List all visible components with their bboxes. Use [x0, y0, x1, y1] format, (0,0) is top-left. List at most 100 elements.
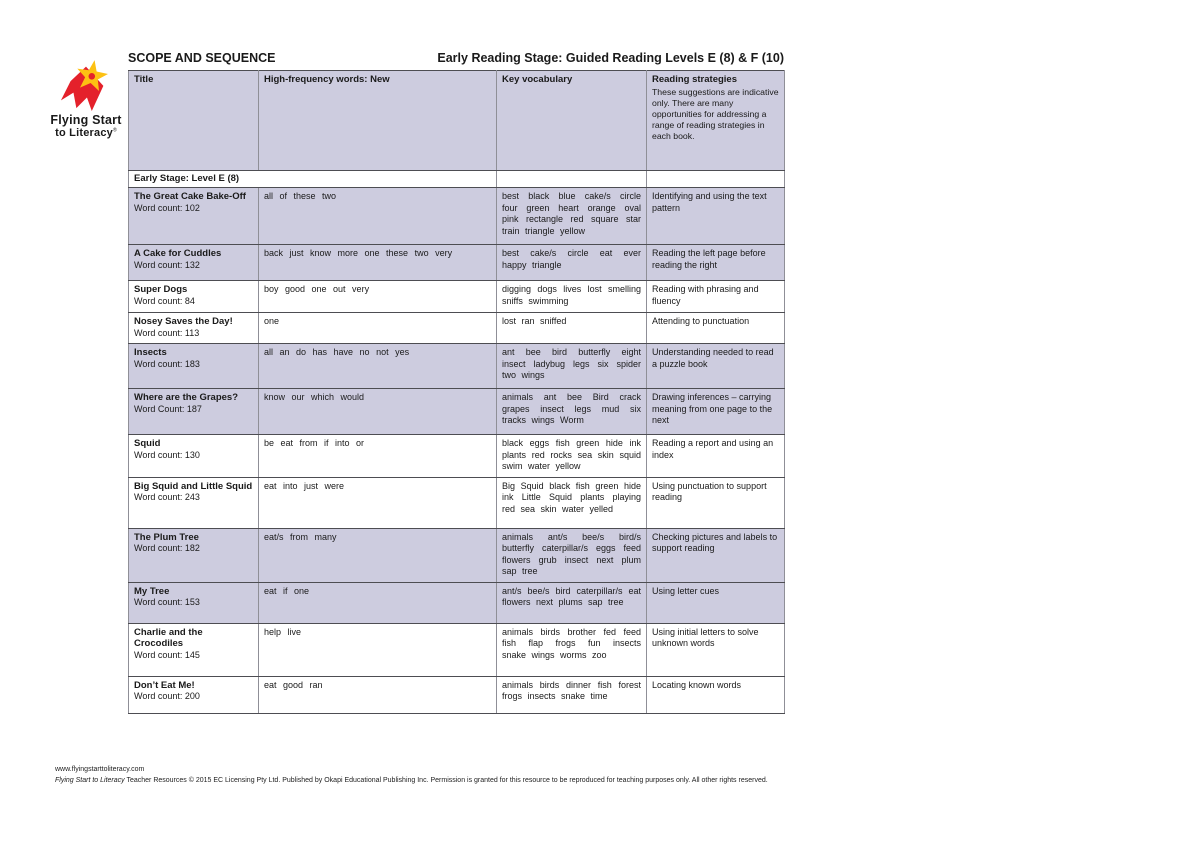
strategy-cell: Checking pictures and labels to support … [646, 527, 785, 583]
strategy-cell: Understanding needed to read a puzzle bo… [646, 343, 785, 389]
section-empty-cell-strategies [646, 170, 785, 188]
hf-words-cell: be eat from if into or [258, 434, 497, 478]
col-header-key-vocab: Key vocabulary [496, 70, 647, 171]
strategy-cell: Using initial letters to solve unknown w… [646, 622, 785, 677]
strategy-cell: Attending to punctuation [646, 312, 785, 344]
book-row: The Great Cake Bake-Off Word count: 102 … [128, 187, 785, 245]
hf-words-cell: eat into just were [258, 476, 497, 529]
strategy-cell: Using punctuation to support reading [646, 476, 785, 529]
col-header-strategies-label: Reading strategies [652, 74, 737, 85]
book-row: My Tree Word count: 153 eat if one ant/s… [128, 581, 785, 624]
key-vocab-cell: animals ant/s bee/s bird/s butterfly cat… [496, 527, 647, 583]
doc-title: Early Reading Stage: Guided Reading Leve… [437, 51, 784, 65]
registered-trademark-mark: ® [112, 127, 117, 134]
word-count: Word count: 130 [134, 449, 200, 460]
strategy-cell: Identifying and using the text pattern [646, 187, 785, 245]
logo-text-line2-label: to Literacy [55, 127, 113, 139]
book-title: Big Squid and Little Squid [134, 480, 253, 492]
title-cell: Super Dogs Word count: 84 [128, 280, 259, 313]
key-vocab-cell: best cake/s circle eat ever happy triang… [496, 244, 647, 281]
doc-header: SCOPE AND SEQUENCE Early Reading Stage: … [128, 51, 784, 65]
key-vocab-cell: animals ant bee Bird crack grapes insect… [496, 388, 647, 435]
book-title: Insects [134, 347, 167, 358]
strategy-cell: Reading a report and using an index [646, 434, 785, 478]
title-cell: Don’t Eat Me! Word count: 200 [128, 675, 259, 714]
book-row: Nosey Saves the Day! Word count: 113 one… [128, 312, 785, 344]
strategy-cell: Reading with phrasing and fluency [646, 280, 785, 313]
key-vocab-cell: Big Squid black fish green hide ink Litt… [496, 476, 647, 529]
section-empty-cell-vocab [496, 170, 647, 188]
hf-words-cell: all of these two [258, 187, 497, 245]
hf-words-cell: boy good one out very [258, 280, 497, 313]
word-count: Word count: 200 [134, 691, 200, 701]
strategies-note: These suggestions are indicative only. T… [652, 86, 779, 141]
book-title: Where are the Grapes? [134, 392, 239, 403]
flying-star-icon [60, 60, 108, 111]
book-row: The Plum Tree Word count: 182 eat/s from… [128, 527, 785, 583]
key-vocab-cell: lost ran sniffed [496, 312, 647, 344]
title-cell: A Cake for Cuddles Word count: 132 [128, 244, 259, 281]
footer-url: www.flyingstarttoliteracy.com [55, 766, 145, 773]
book-title: The Great Cake Bake-Off [134, 191, 246, 202]
strategy-cell: Reading the left page before reading the… [646, 244, 785, 281]
footer-copyright: Flying Start to Literacy Teacher Resourc… [55, 776, 768, 787]
key-vocab-cell: animals birds brother fed feed fish flap… [496, 622, 647, 677]
book-row: Where are the Grapes? Word Count: 187 kn… [128, 388, 785, 435]
doc-label: SCOPE AND SEQUENCE [128, 51, 276, 65]
logo: Flying Start to Literacy® [26, 57, 146, 139]
col-header-strategies: Reading strategies These suggestions are… [646, 70, 785, 171]
word-count: Word count: 183 [134, 358, 200, 369]
hf-words-cell: all an do has have no not yes [258, 343, 497, 389]
word-count: Word Count: 187 [134, 403, 202, 414]
key-vocab-cell: digging dogs lives lost smelling sniffs … [496, 280, 647, 313]
word-count: Word count: 153 [134, 597, 200, 607]
table-body: Early Stage: Level E (8) The Great Cake … [128, 170, 785, 714]
book-title: My Tree [134, 585, 170, 597]
book-row: Squid Word count: 130 be eat from if int… [128, 434, 785, 478]
title-cell: The Plum Tree Word count: 182 [128, 527, 259, 583]
word-count: Word count: 243 [134, 492, 200, 502]
key-vocab-cell: best black blue cake/s circle four green… [496, 187, 647, 245]
word-count: Word count: 132 [134, 259, 200, 270]
word-count: Word count: 113 [134, 327, 200, 338]
hf-words-cell: one [258, 312, 497, 344]
book-row: Don’t Eat Me! Word count: 200 eat good r… [128, 675, 785, 714]
book-row: Insects Word count: 183 all an do has ha… [128, 343, 785, 389]
book-title: The Plum Tree [134, 531, 199, 543]
key-vocab-cell: ant/s bee/s bird caterpillar/s eat flowe… [496, 581, 647, 624]
section-label: Early Stage: Level E (8) [128, 170, 497, 188]
footer-series-name: Flying Start to Literacy [55, 776, 125, 784]
logo-star-center-dot [88, 73, 96, 80]
strategy-cell: Locating known words [646, 675, 785, 714]
word-count: Word count: 102 [134, 202, 200, 213]
title-cell: My Tree Word count: 153 [128, 581, 259, 624]
book-title: A Cake for Cuddles [134, 248, 222, 259]
col-header-title: Title [128, 70, 259, 171]
hf-words-cell: eat good ran [258, 675, 497, 714]
word-count: Word count: 182 [134, 543, 200, 553]
scope-sequence-table: Title High-frequency words: New Key voca… [128, 70, 785, 714]
book-title: Squid [134, 438, 161, 449]
section-row: Early Stage: Level E (8) [128, 170, 785, 188]
strategy-cell: Using letter cues [646, 581, 785, 624]
logo-text-line1: Flying Start [50, 113, 122, 127]
title-cell: The Great Cake Bake-Off Word count: 102 [128, 187, 259, 245]
hf-words-cell: back just know more one these two very [258, 244, 497, 281]
title-cell: Big Squid and Little Squid Word count: 2… [128, 476, 259, 529]
key-vocab-cell: animals birds dinner fish forest frogs i… [496, 675, 647, 714]
book-title: Nosey Saves the Day! [134, 316, 233, 327]
footer: www.flyingstarttoliteracy.com Flying Sta… [55, 765, 768, 786]
book-row: Super Dogs Word count: 84 boy good one o… [128, 280, 785, 313]
hf-words-cell: eat/s from many [258, 527, 497, 583]
title-cell: Nosey Saves the Day! Word count: 113 [128, 312, 259, 344]
book-row: Big Squid and Little Squid Word count: 2… [128, 476, 785, 529]
footer-rights-text: Teacher Resources © 2015 EC Licensing Pt… [126, 776, 768, 784]
title-cell: Squid Word count: 130 [128, 434, 259, 478]
word-count: Word count: 84 [134, 295, 195, 306]
word-count: Word count: 145 [134, 649, 200, 660]
title-cell: Charlie and the Crocodiles Word count: 1… [128, 622, 259, 677]
book-title: Charlie and the Crocodiles [134, 626, 203, 650]
logo-text-line2: to Literacy® [26, 127, 146, 139]
key-vocab-cell: black eggs fish green hide ink plants re… [496, 434, 647, 478]
